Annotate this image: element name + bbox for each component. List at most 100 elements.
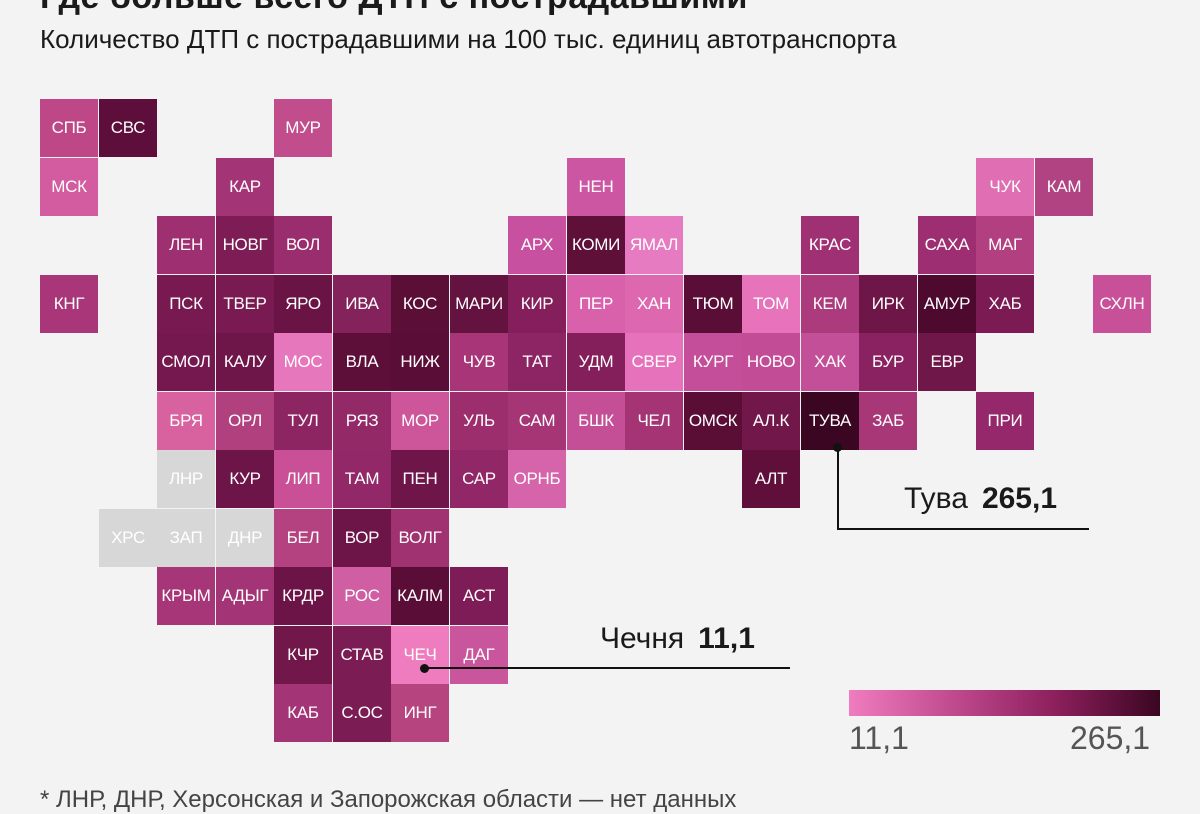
- region-tile: ВОР: [333, 509, 391, 567]
- region-tile: ЛИП: [274, 450, 332, 508]
- region-tile: КОМИ: [567, 216, 625, 274]
- region-tile: СВЕР: [625, 333, 683, 391]
- chechnya-leader-horizontal: [424, 667, 790, 669]
- region-tile: АЛ.К: [742, 392, 800, 450]
- page-subtitle: Количество ДТП с пострадавшими на 100 ты…: [40, 24, 897, 54]
- region-tile: БРЯ: [157, 392, 215, 450]
- region-tile: КРДР: [274, 567, 332, 625]
- region-tile: ЧУК: [976, 158, 1034, 216]
- callout-max: Тува 265,1: [904, 482, 1057, 516]
- region-tile: КАМ: [1035, 158, 1093, 216]
- region-tile: КУР: [216, 450, 274, 508]
- region-tile: ВОЛГ: [391, 509, 449, 567]
- region-tile: ВЛА: [333, 333, 391, 391]
- region-tile: КОС: [391, 275, 449, 333]
- region-tile: КРАС: [801, 216, 859, 274]
- region-tile: ОРНБ: [508, 450, 566, 508]
- region-tile: ЗАБ: [859, 392, 917, 450]
- region-tile: МАРИ: [450, 275, 508, 333]
- region-tile: ТУЛ: [274, 392, 332, 450]
- region-tile: МОС: [274, 333, 332, 391]
- region-tile: БШК: [567, 392, 625, 450]
- region-tile: ИНГ: [391, 684, 449, 742]
- region-tile: РОС: [333, 567, 391, 625]
- region-tile: ТЮМ: [684, 275, 742, 333]
- region-tile: НОВО: [742, 333, 800, 391]
- region-tile: ЧЕЧ: [391, 626, 449, 684]
- region-tile: ЧУВ: [450, 333, 508, 391]
- region-tile: ПСК: [157, 275, 215, 333]
- region-tile: МАГ: [976, 216, 1034, 274]
- region-tile: ХАК: [801, 333, 859, 391]
- region-tile: ВОЛ: [274, 216, 332, 274]
- region-tile: КИР: [508, 275, 566, 333]
- region-tile: ОМСК: [684, 392, 742, 450]
- page-title: Где больше всего ДТП с пострадавшими: [40, 0, 748, 17]
- region-tile: КНГ: [40, 275, 98, 333]
- region-tile: САХА: [918, 216, 976, 274]
- region-tile: АЛТ: [742, 450, 800, 508]
- region-tile: КЕМ: [801, 275, 859, 333]
- region-tile: БУР: [859, 333, 917, 391]
- region-tile: ХАБ: [976, 275, 1034, 333]
- region-tile: ЕВР: [918, 333, 976, 391]
- region-tile: С.ОС: [333, 684, 391, 742]
- region-tile: СХЛН: [1093, 275, 1151, 333]
- footnote: * ЛНР, ДНР, Херсонская и Запорожская обл…: [40, 786, 737, 813]
- callout-max-name: Тува: [904, 482, 968, 515]
- callout-min-name: Чечня: [600, 622, 685, 655]
- region-tile: ТВЕР: [216, 275, 274, 333]
- tuva-leader-horizontal: [837, 528, 1089, 530]
- region-tile: САМ: [508, 392, 566, 450]
- region-tile: КЧР: [274, 626, 332, 684]
- region-tile: ЧЕЛ: [625, 392, 683, 450]
- region-tile: КАЛУ: [216, 333, 274, 391]
- region-tile: ИВА: [333, 275, 391, 333]
- region-tile: ТАМ: [333, 450, 391, 508]
- region-tile: АДЫГ: [216, 567, 274, 625]
- legend-max-label: 265,1: [1070, 720, 1151, 756]
- region-tile: НОВГ: [216, 216, 274, 274]
- region-tile: ДНР: [216, 509, 274, 567]
- region-tile: КАЛМ: [391, 567, 449, 625]
- region-tile: МУР: [274, 99, 332, 157]
- region-tile: ТУВА: [801, 392, 859, 450]
- callout-min: Чечня 11,1: [600, 622, 755, 656]
- region-tile: ТАТ: [508, 333, 566, 391]
- region-tile: СТАВ: [333, 626, 391, 684]
- legend-min-label: 11,1: [849, 720, 909, 756]
- region-tile: ТОМ: [742, 275, 800, 333]
- region-tile: УЛЬ: [450, 392, 508, 450]
- region-tile: БЕЛ: [274, 509, 332, 567]
- region-tile: НЕН: [567, 158, 625, 216]
- region-tile: ПРИ: [976, 392, 1034, 450]
- region-tile: ХАН: [625, 275, 683, 333]
- region-tile: ПЕР: [567, 275, 625, 333]
- region-tile: КУРГ: [684, 333, 742, 391]
- region-tile: ПЕН: [391, 450, 449, 508]
- region-tile: ХРС: [99, 509, 157, 567]
- region-tile: КАР: [216, 158, 274, 216]
- region-tile: УДМ: [567, 333, 625, 391]
- region-tile: КРЫМ: [157, 567, 215, 625]
- color-scale-bar: [849, 690, 1160, 716]
- region-tile: ЗАП: [157, 509, 215, 567]
- region-tile: ИРК: [859, 275, 917, 333]
- callout-min-value: 11,1: [698, 622, 755, 655]
- tuva-leader-vertical: [837, 447, 839, 529]
- callout-max-value: 265,1: [981, 482, 1058, 515]
- region-tile: АСТ: [450, 567, 508, 625]
- region-tile: ОРЛ: [216, 392, 274, 450]
- region-tile: АРХ: [508, 216, 566, 274]
- region-tile: ЛНР: [157, 450, 215, 508]
- region-tile: МСК: [40, 158, 98, 216]
- region-tile: АМУР: [918, 275, 976, 333]
- region-tile: МОР: [391, 392, 449, 450]
- region-tile: ЯРО: [274, 275, 332, 333]
- region-tile: РЯЗ: [333, 392, 391, 450]
- region-tile: НИЖ: [391, 333, 449, 391]
- region-tile: ДАГ: [450, 626, 508, 684]
- region-tile: СПБ: [40, 99, 98, 157]
- region-tile: ЯМАЛ: [625, 216, 683, 274]
